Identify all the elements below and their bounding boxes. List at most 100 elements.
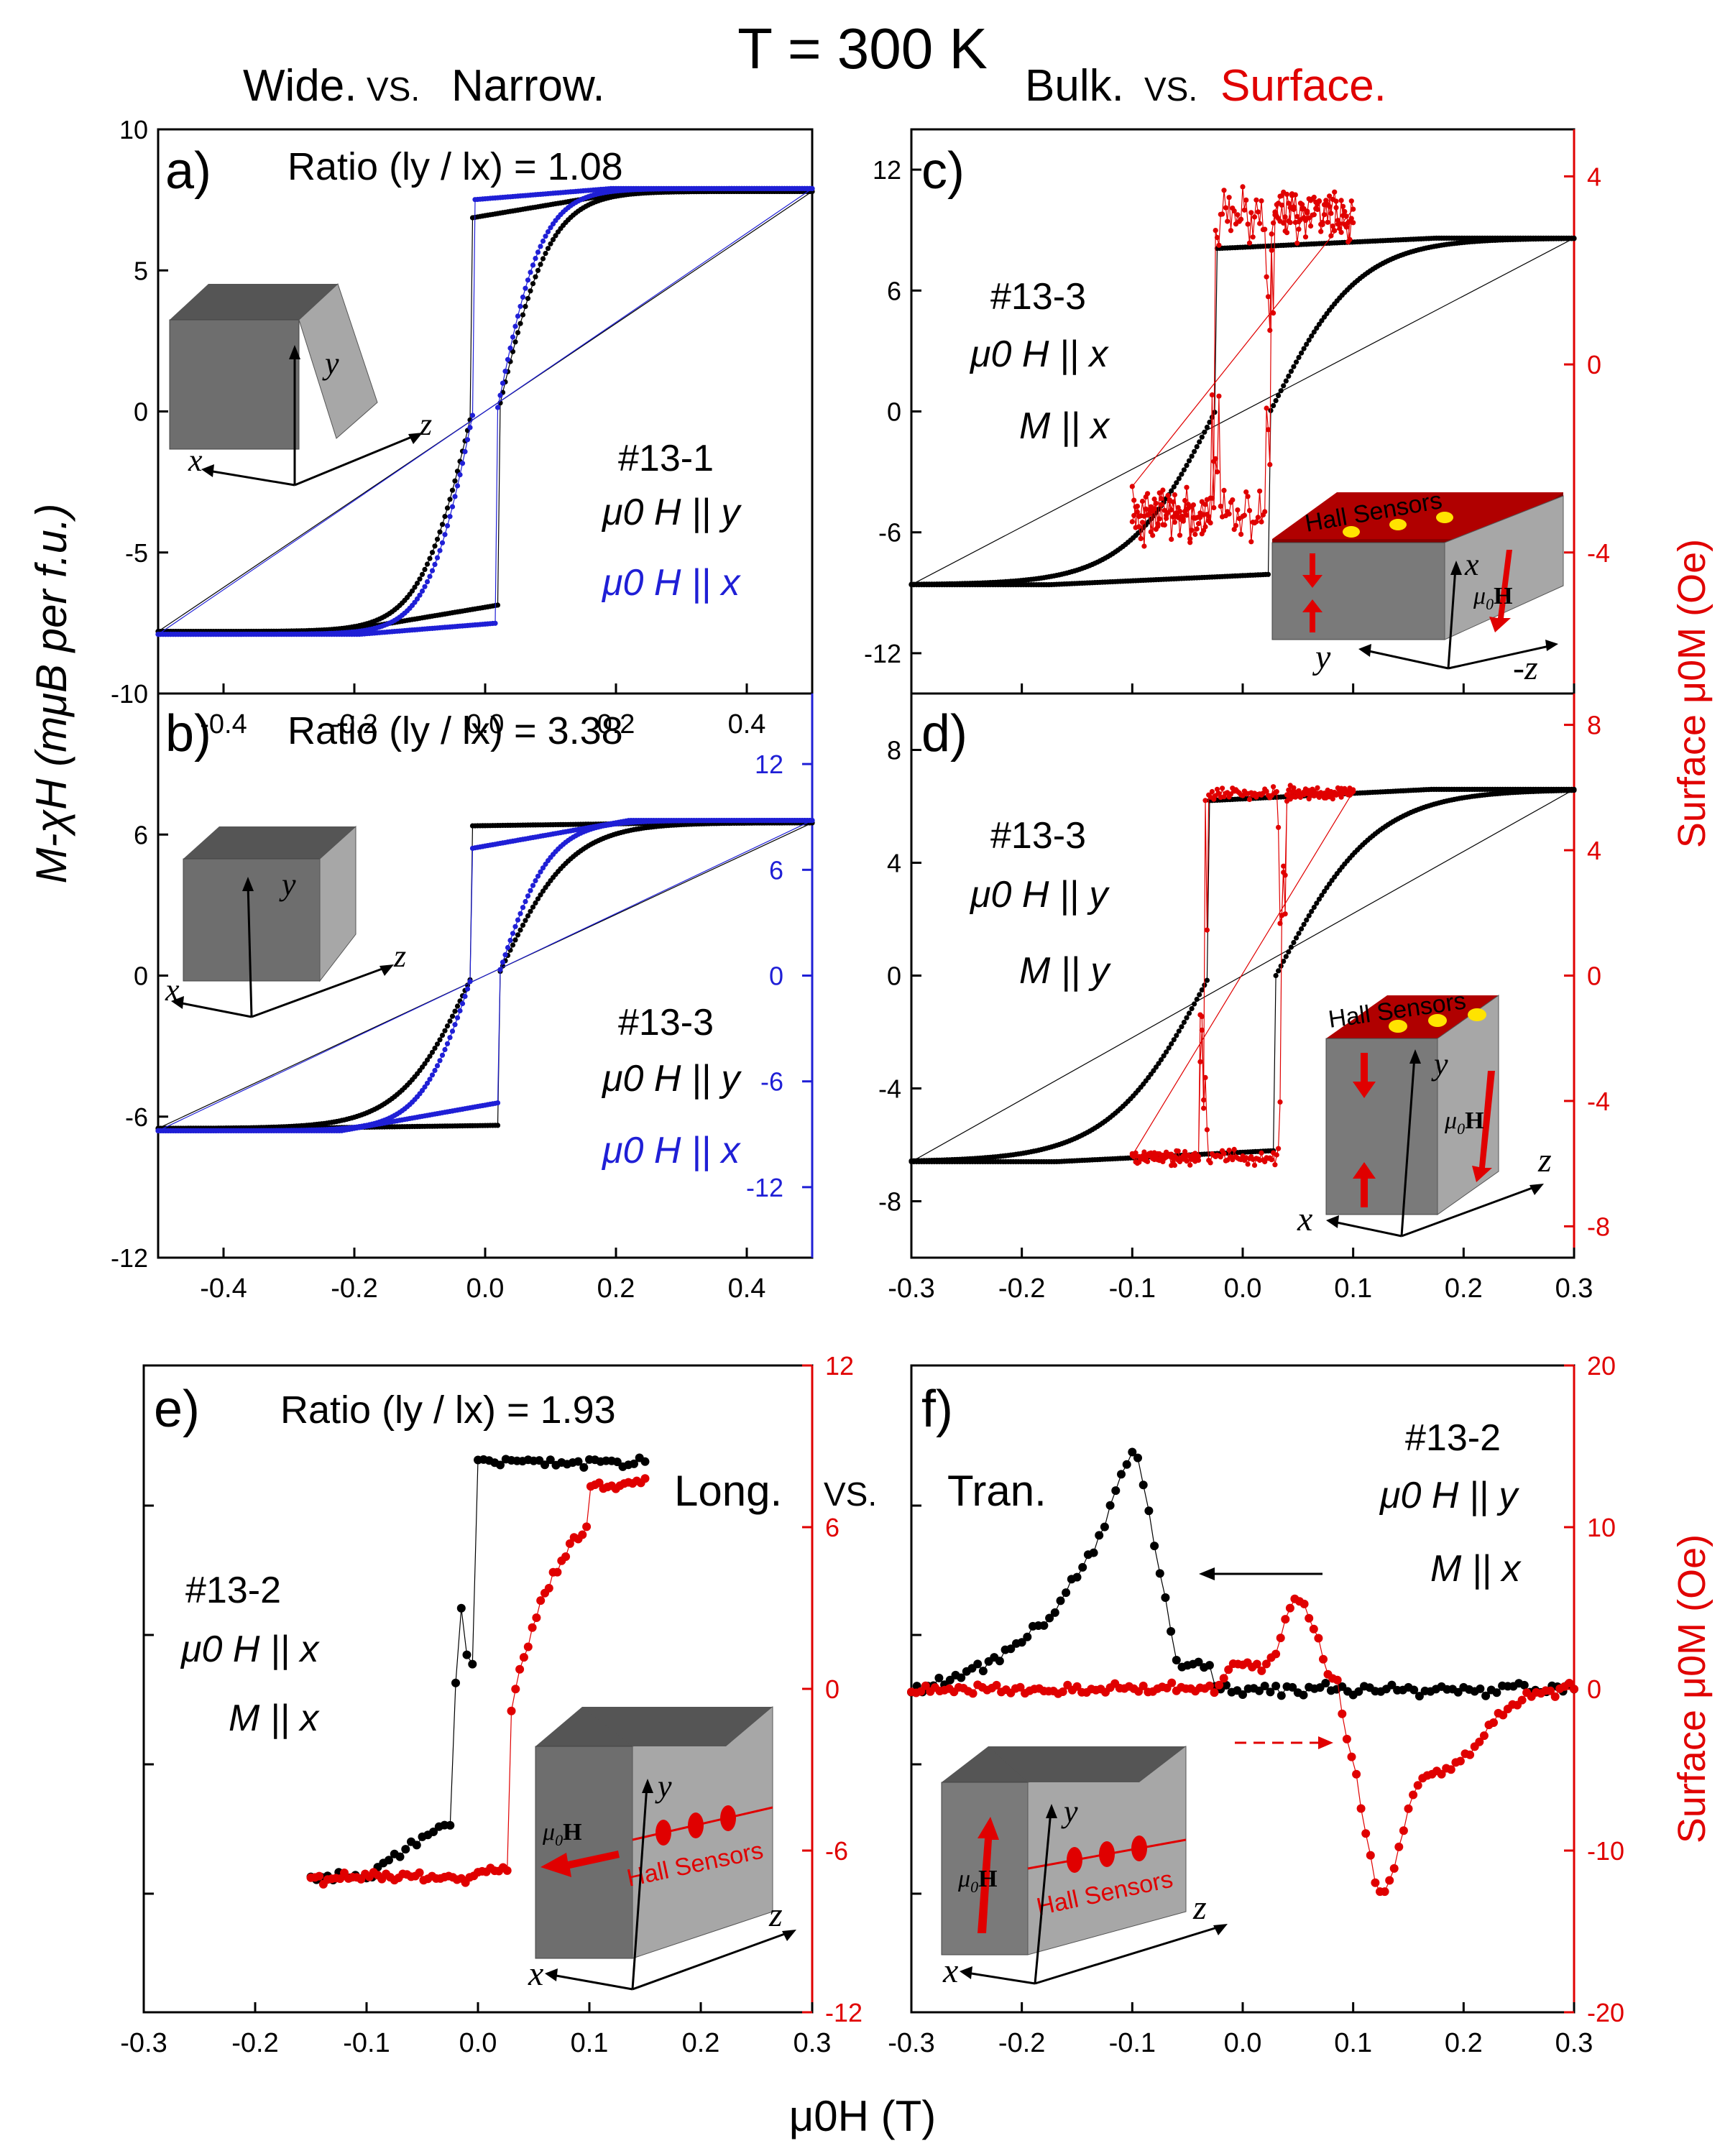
panel-c-point — [1194, 444, 1200, 450]
panel-b-point — [462, 993, 468, 999]
panel-c-point — [1187, 540, 1193, 545]
panel-c-point — [1306, 337, 1312, 343]
panel-f-point — [1219, 1674, 1228, 1683]
panel-f-ytick-right-label: -20 — [1587, 1998, 1624, 2027]
panel-a-point — [432, 561, 438, 568]
panel-c-point — [1343, 224, 1349, 230]
panel-a-point — [419, 571, 426, 577]
panel-d-hall-inset: Hall Sensors y μ0H z x — [1297, 987, 1552, 1238]
panel-c-ytick-right-label: 4 — [1587, 162, 1601, 191]
left-title-b: Narrow. — [451, 61, 605, 111]
panel-a-xtick-label: 0.4 — [728, 709, 766, 740]
panel-c-point — [1179, 471, 1184, 477]
panel-d-point — [1133, 1150, 1138, 1156]
panel-f-point — [1489, 1718, 1498, 1727]
panel-f-point — [1111, 1486, 1121, 1496]
panel-f-crystal-inset: Hall Sensors μ0H y z x — [941, 1746, 1228, 1990]
panel-f-point — [1252, 1659, 1261, 1669]
panel-f-point — [1257, 1666, 1266, 1675]
panel-d-point — [1182, 1148, 1188, 1154]
panel-e-point — [496, 1460, 505, 1470]
panel-b-ytick-label: 6 — [134, 820, 148, 849]
panel-b-point — [442, 1028, 448, 1033]
panel-d-point — [1153, 1156, 1159, 1161]
panel-c-point — [1240, 184, 1246, 190]
panel-b-point — [809, 818, 815, 824]
panel-c-point — [1291, 364, 1297, 369]
panel-d-ytick-label: 4 — [887, 849, 901, 878]
panel-f-ytick-right-label: 20 — [1587, 1351, 1616, 1381]
panel-b-xtick-label: 0.4 — [728, 1273, 766, 1304]
panel-d-point — [1272, 1162, 1278, 1168]
panel-f-point — [1282, 1682, 1292, 1691]
panel-f-field: μ0 H || y — [1379, 1475, 1519, 1516]
panel-a-point — [454, 483, 461, 489]
panel-f-point — [978, 1667, 988, 1676]
panel-a-point — [525, 295, 531, 301]
panel-c-point — [1177, 508, 1183, 515]
panel-f-ytick-right-label: 0 — [1587, 1674, 1601, 1704]
svg-text:x: x — [1464, 547, 1479, 582]
panel-f-point — [1243, 1684, 1253, 1693]
panel-a-point — [500, 380, 506, 386]
panel-c-point — [1328, 211, 1334, 216]
panel-c-point — [1141, 543, 1147, 549]
panel-a-ytick-label: 10 — [119, 115, 148, 144]
panel-b-series--0-h-x — [155, 818, 815, 1133]
panel-c-point — [1134, 509, 1140, 515]
panel-c-point — [1319, 318, 1325, 323]
panel-d-point — [1273, 972, 1279, 979]
panel-f-point — [1167, 1627, 1176, 1636]
panel-f-point — [1128, 1447, 1137, 1457]
panel-c-point — [1283, 378, 1289, 384]
panel-a-point — [424, 579, 431, 585]
panel-b-point — [422, 1084, 428, 1090]
panel-c-point — [1278, 388, 1284, 394]
panel-a-point — [540, 238, 546, 244]
panel-b-point — [512, 937, 518, 943]
panel-b-point — [494, 1123, 501, 1128]
panel-f-point — [1293, 1688, 1302, 1697]
panel-d-point — [1186, 1010, 1192, 1016]
panel-a-point — [538, 262, 543, 267]
panel-a-point — [550, 236, 556, 242]
panel-d-xtick-label: -0.3 — [888, 1273, 934, 1304]
panel-e-point — [462, 1650, 472, 1659]
panel-f-point — [1475, 1737, 1484, 1746]
panel-e-series-surface — [306, 1474, 650, 1889]
panel-c-point — [1169, 536, 1174, 543]
panel-f-point — [1271, 1649, 1281, 1659]
panel-f-point — [1062, 1588, 1071, 1598]
panel-c-point — [1335, 221, 1340, 227]
panel-f-xtick-label: 0.0 — [1224, 2028, 1262, 2058]
panel-c-point — [1321, 212, 1328, 218]
temperature-title: T = 300 K — [737, 17, 988, 80]
panel-a-point — [457, 472, 463, 478]
panel-a-point — [533, 256, 538, 262]
panel-c-point — [1271, 402, 1276, 409]
panel-e-point — [561, 1552, 571, 1561]
right-title-a: Bulk. — [1025, 61, 1124, 111]
panel-c-point — [1286, 373, 1292, 379]
panel-c-point — [1190, 515, 1196, 521]
panel-b-ytick-label: 0 — [134, 962, 148, 991]
panel-c-point — [1230, 497, 1236, 503]
panel-c-point — [1245, 494, 1251, 499]
panel-c-point — [1207, 419, 1213, 425]
panel-c-point — [1251, 214, 1258, 220]
panel-b-point — [533, 900, 538, 906]
panel-a-point — [417, 576, 423, 582]
panel-c-point — [1301, 346, 1307, 351]
panel-f-xtick-label: 0.1 — [1334, 2028, 1372, 2058]
panel-c-point — [1338, 198, 1344, 203]
panel-d-xtick-label: 0.2 — [1445, 1273, 1483, 1304]
panel-f-point — [1045, 1613, 1054, 1623]
panel-a-point — [467, 425, 473, 430]
panel-a-point — [502, 369, 508, 374]
panel-f-point — [1420, 1686, 1430, 1695]
panel-b-ytick-right-label: 12 — [755, 750, 783, 779]
panel-e-sample: #13-2 — [185, 1570, 281, 1611]
panel-b-xtick-label: 0.2 — [597, 1273, 635, 1304]
panel-c-point — [1186, 458, 1192, 464]
svg-text:y: y — [1431, 1046, 1448, 1082]
